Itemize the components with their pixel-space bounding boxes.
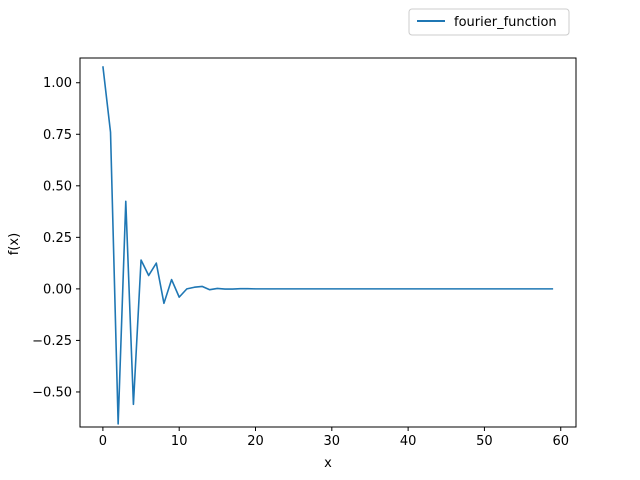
y-tick-label: 0.50 xyxy=(43,179,72,194)
x-tick-label: 0 xyxy=(99,434,107,449)
legend: fourier_function xyxy=(408,8,570,36)
y-tick-label: 0.75 xyxy=(43,128,72,143)
x-tick-label: 10 xyxy=(171,434,188,449)
x-tick-label: 40 xyxy=(400,434,417,449)
y-tick-label: 0.00 xyxy=(43,282,72,297)
x-tick-label: 60 xyxy=(552,434,569,449)
y-axis-label: f(x) xyxy=(7,233,22,255)
y-tick-label: −0.50 xyxy=(32,385,72,400)
plot-area xyxy=(79,57,577,428)
axis-ticks: 0 10 20 30 40 50 60 −0.50 −0.25 0.00 0.25 0.50 0.75 1… xyxy=(32,76,569,449)
legend-frame xyxy=(408,8,570,36)
legend-entry-fourier-function: fourier_function xyxy=(454,15,557,30)
y-tick-label: −0.25 xyxy=(32,334,72,349)
x-axis-label: x xyxy=(324,456,332,471)
series-line-fourier-function xyxy=(102,66,554,425)
y-tick-label: 1.00 xyxy=(43,76,72,91)
x-tick-label: 50 xyxy=(476,434,493,449)
axes-frame xyxy=(79,57,577,428)
x-tick-label: 30 xyxy=(324,434,341,449)
x-tick-label: 20 xyxy=(247,434,264,449)
y-tick-label: 0.25 xyxy=(43,231,72,246)
